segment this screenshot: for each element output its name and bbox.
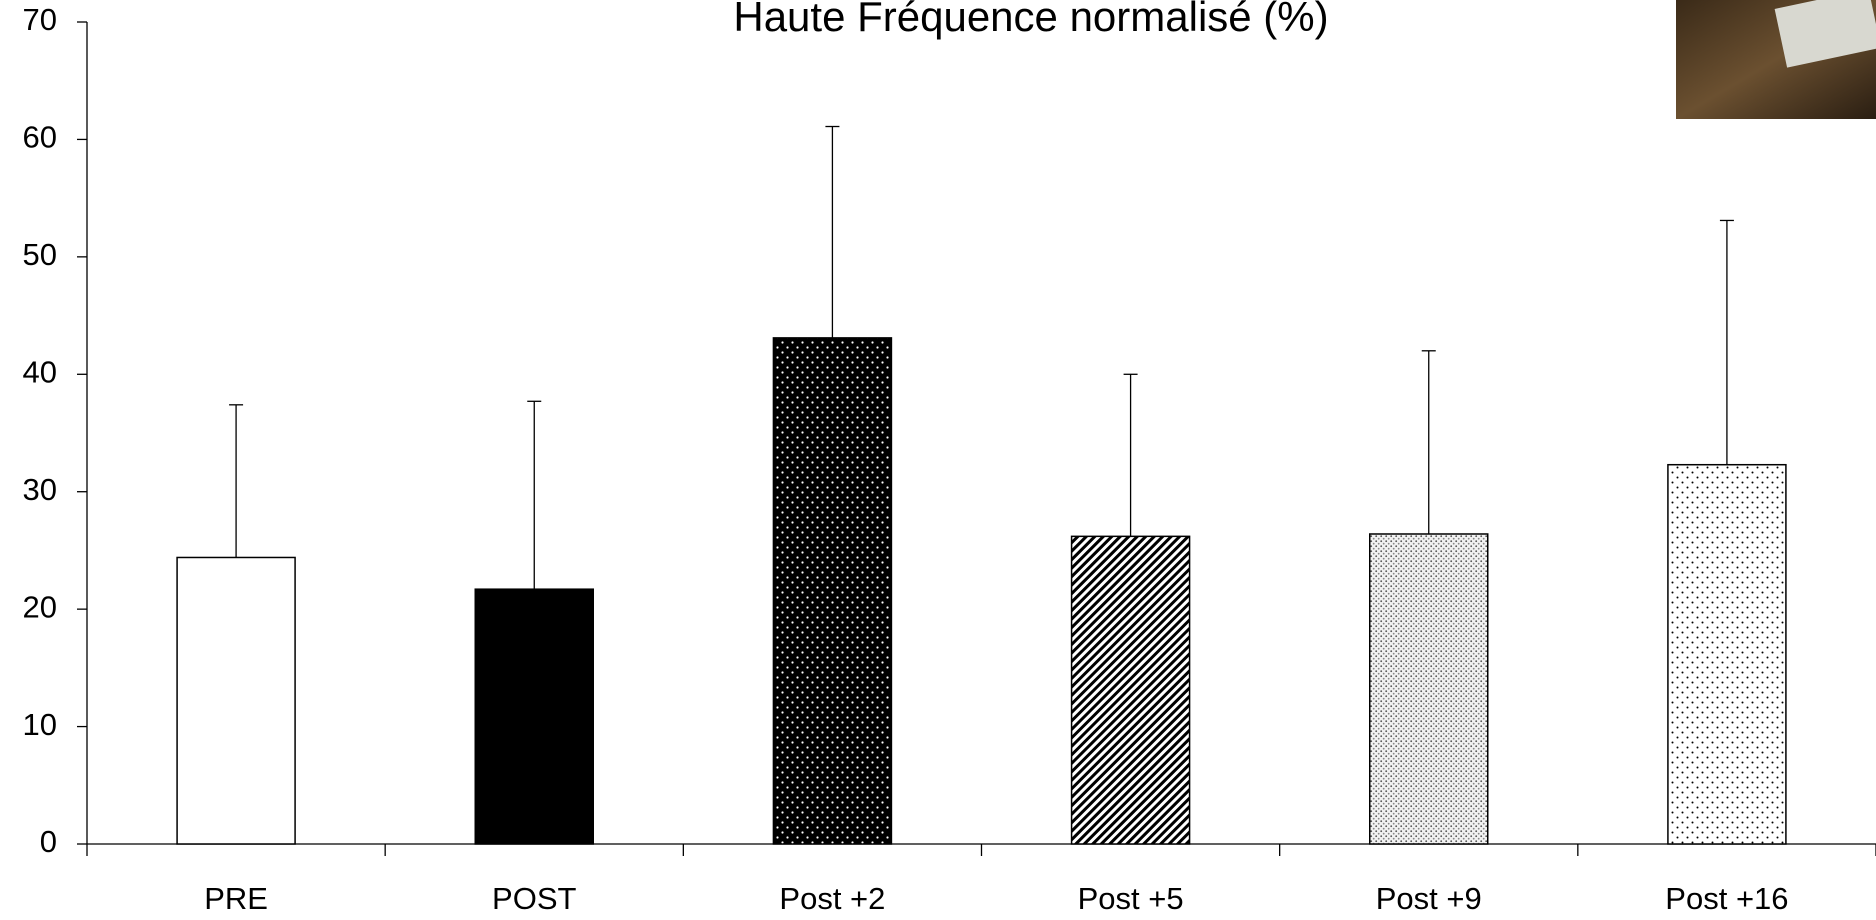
- x-tick-label: Post +16: [1665, 881, 1788, 916]
- bar: [1667, 463, 1787, 845]
- y-tick-label: 70: [23, 2, 57, 37]
- y-tick-label: 0: [40, 824, 57, 859]
- y-tick-label: 30: [23, 472, 57, 507]
- x-tick-label: PRE: [204, 881, 268, 916]
- x-tick-label: Post +9: [1376, 881, 1482, 916]
- chart-title: Haute Fréquence normalisé (%): [733, 0, 1328, 40]
- bar: [1369, 533, 1489, 845]
- y-tick-label: 40: [23, 354, 57, 389]
- x-tick-label: POST: [492, 881, 576, 916]
- x-tick-label: Post +2: [779, 881, 885, 916]
- bar: [474, 588, 594, 845]
- y-tick-label: 10: [23, 707, 57, 742]
- bar: [176, 556, 296, 845]
- bar: [772, 337, 893, 845]
- y-tick-label: 60: [23, 120, 57, 155]
- y-tick-label: 20: [23, 589, 57, 624]
- photo-paper: [1774, 0, 1876, 68]
- bar: [1070, 535, 1191, 845]
- x-tick-label: Post +5: [1078, 881, 1184, 916]
- y-tick-label: 50: [23, 237, 57, 272]
